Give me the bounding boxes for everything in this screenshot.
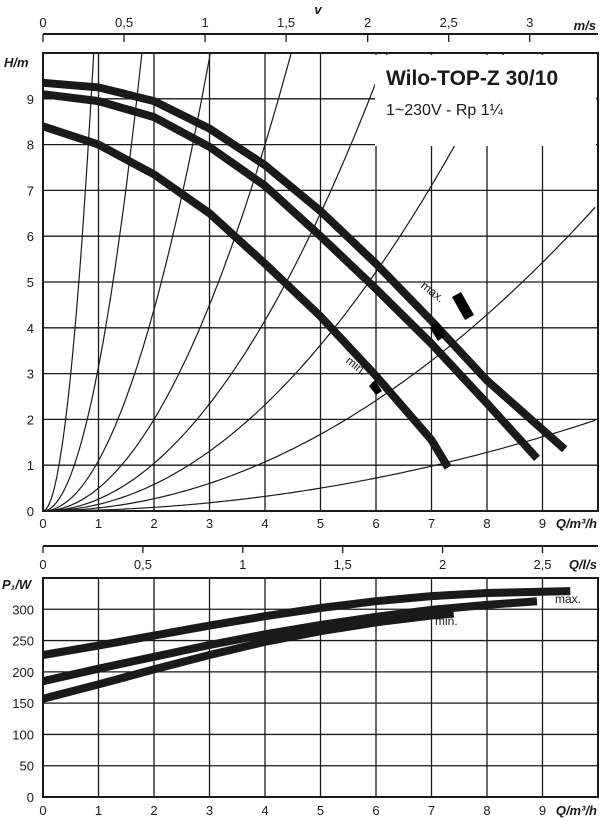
head-y-tick-label: 5 <box>27 275 34 290</box>
head-x-tick-label: 1 <box>95 516 102 531</box>
power-x-tick-label: 8 <box>483 803 490 818</box>
power-y-tick-label: 100 <box>12 727 34 742</box>
power-y-tick-label: 50 <box>20 759 34 774</box>
head-x-tick-label: 9 <box>539 516 546 531</box>
power-x-tick-label: 1 <box>95 803 102 818</box>
head-x-tick-label: 8 <box>483 516 490 531</box>
velocity-tick-label: 1,5 <box>277 15 295 30</box>
flow-ls-axis-unit: Q/l/s <box>569 557 597 572</box>
system-curve <box>42 52 95 512</box>
velocity-tick-label: 2 <box>364 15 371 30</box>
velocity-axis-unit: m/s <box>574 18 596 33</box>
flow-ls-tick-label: 2,5 <box>533 557 551 572</box>
flow-ls-tick-label: 1 <box>239 557 246 572</box>
head-x-tick-label: 0 <box>39 516 46 531</box>
power-x-tick-label: 4 <box>261 803 268 818</box>
flow-ls-tick-label: 0,5 <box>134 557 152 572</box>
power-x-axis-title: Q/m³/h <box>556 803 597 818</box>
head-y-tick-label: 0 <box>27 504 34 519</box>
power-x-tick-label: 2 <box>150 803 157 818</box>
power-chart: max.min.0 0,5 1 1,5 2 2,5 Q/l/s050100150200250… <box>2 545 599 818</box>
power-y-tick-label: 0 <box>27 790 34 805</box>
power-series-mid <box>42 597 538 686</box>
head-y-axis-title: H/m <box>4 55 29 70</box>
chart-title: Wilo-TOP-Z 30/10 <box>386 67 558 90</box>
head-y-tick-label: 7 <box>27 183 34 198</box>
power-y-tick-label: 150 <box>12 696 34 711</box>
power-x-tick-label: 0 <box>39 803 46 818</box>
head-x-axis-title: Q/m³/h <box>556 516 597 531</box>
velocity-tick-label: 0 <box>39 15 46 30</box>
system-curve <box>43 206 596 512</box>
velocity-tick-label: 2,5 <box>440 15 458 30</box>
velocity-tick-label: 3 <box>526 15 533 30</box>
head-x-tick-label: 5 <box>317 516 324 531</box>
head-plot-frame <box>42 52 599 512</box>
max-setting-marker <box>452 292 474 320</box>
system-curve <box>43 52 388 512</box>
chart-subtitle: 1~230V - Rp 1¼ <box>386 102 504 119</box>
system-curve <box>42 52 292 512</box>
velocity-axis-title: v <box>314 2 322 17</box>
min-setting-marker <box>369 380 382 395</box>
power-x-tick-label: 7 <box>428 803 435 818</box>
head-y-tick-label: 9 <box>27 92 34 107</box>
velocity-tick-label: 0,5 <box>115 15 133 30</box>
power-x-tick-label: 6 <box>372 803 379 818</box>
power-series-max <box>42 587 571 659</box>
system-curve <box>43 419 596 512</box>
head-min-label: min. <box>343 353 369 378</box>
flow-ls-tick-label: 1,5 <box>334 557 352 572</box>
power-y-tick-label: 200 <box>12 665 34 680</box>
power-x-tick-label: 3 <box>206 803 213 818</box>
power-y-tick-label: 300 <box>12 602 34 617</box>
flow-ls-tick-label: 2 <box>439 557 446 572</box>
head-y-tick-label: 3 <box>27 367 34 382</box>
system-curve <box>42 52 211 512</box>
head-x-tick-label: 6 <box>372 516 379 531</box>
power-min-label: min. <box>435 614 458 628</box>
head-x-tick-label: 7 <box>428 516 435 531</box>
head-x-tick-label: 3 <box>206 516 213 531</box>
title-box <box>375 55 596 146</box>
head-series-mid <box>42 90 540 461</box>
head-x-tick-label: 4 <box>261 516 268 531</box>
flow-ls-tick-label: 0 <box>39 557 46 572</box>
power-x-tick-label: 9 <box>539 803 546 818</box>
head-y-tick-label: 8 <box>27 138 34 153</box>
head-y-tick-label: 1 <box>27 458 34 473</box>
velocity-tick-label: 1 <box>201 15 208 30</box>
head-y-tick-label: 4 <box>27 321 34 336</box>
mid-setting-marker <box>430 321 446 341</box>
head-y-tick-label: 6 <box>27 229 34 244</box>
power-max-label: max. <box>555 592 581 606</box>
system-curve <box>42 52 143 512</box>
power-plot-frame <box>42 577 599 798</box>
head-y-tick-label: 2 <box>27 412 34 427</box>
power-y-tick-label: 250 <box>12 634 34 649</box>
head-x-tick-label: 2 <box>150 516 157 531</box>
head-series-min <box>41 122 452 470</box>
power-series-min <box>41 609 455 703</box>
head-series-max <box>42 78 568 453</box>
power-y-axis-title: P₁/W <box>2 577 33 592</box>
power-x-tick-label: 5 <box>317 803 324 818</box>
system-curve <box>43 52 505 512</box>
